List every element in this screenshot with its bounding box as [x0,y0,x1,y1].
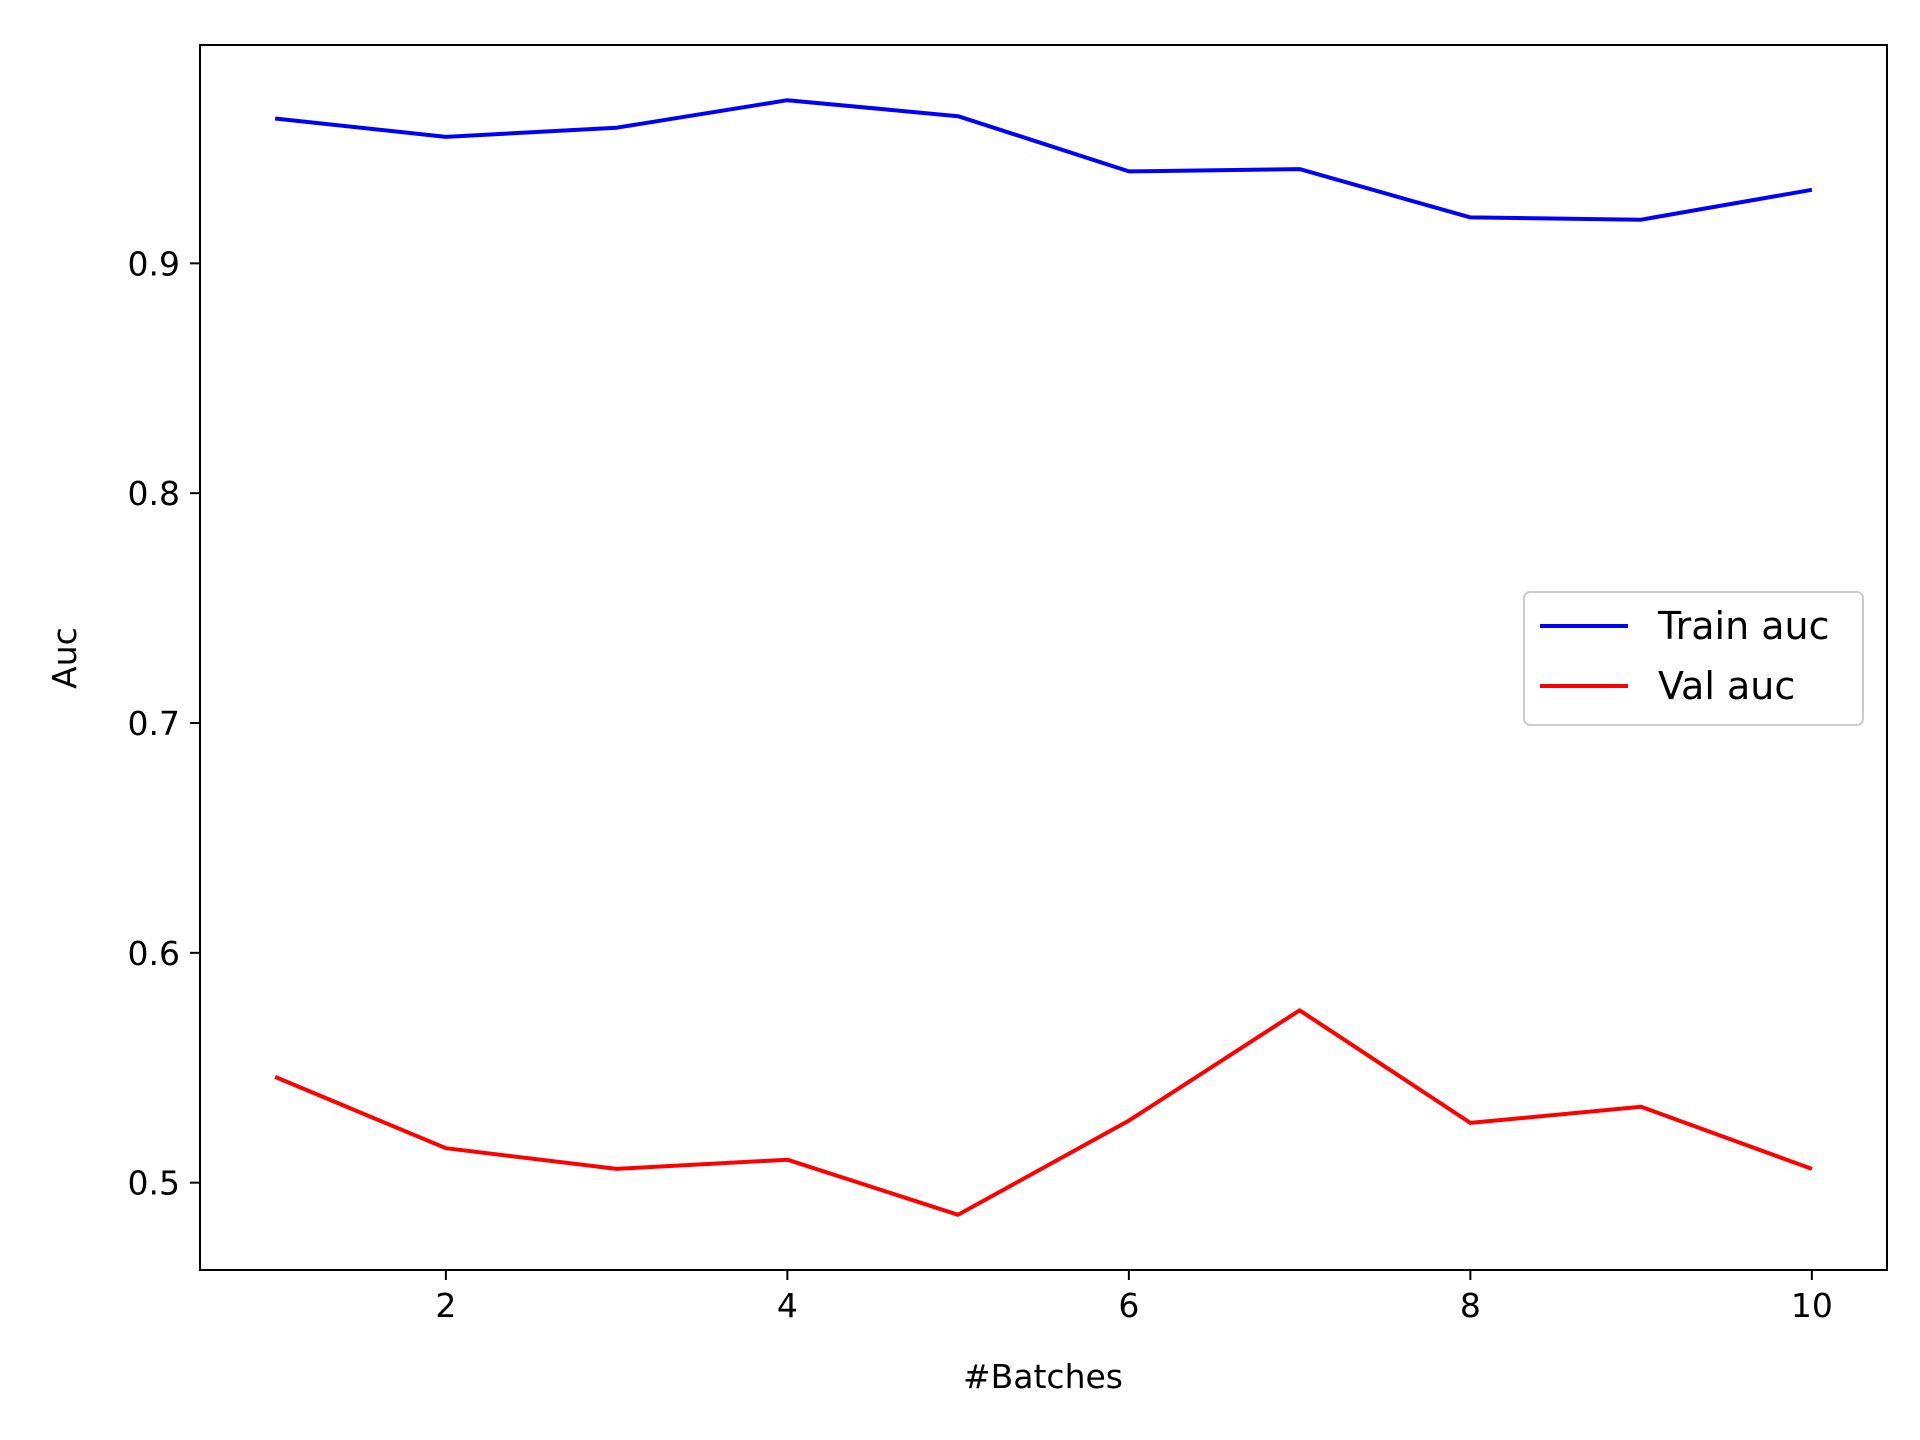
y-tick-label: 0.8 [128,474,180,513]
y-tick-label: 0.7 [128,704,180,743]
series-line-val-auc [274,1008,1813,1217]
x-tick-label: 6 [1118,1286,1139,1325]
y-tick-label: 0.6 [128,934,180,973]
x-tick-label: 8 [1460,1286,1481,1325]
x-tick-label: 10 [1791,1286,1833,1325]
plot-frame [199,44,1888,1271]
x-axis-label: #Batches [963,1357,1123,1396]
x-axis: 2 4 6 8 10 [435,1270,1833,1325]
legend-label-val-auc: Val auc [1658,664,1795,708]
legend: Train auc Val auc [1523,591,1864,726]
y-tick-label: 0.9 [128,244,180,283]
x-tick-label: 4 [777,1286,798,1325]
legend-label-train-auc: Train auc [1657,604,1830,648]
y-axis-label: Auc [45,627,84,689]
plot-area [274,98,1813,1217]
y-axis: 0.5 0.6 0.7 0.8 0.9 [128,244,200,1203]
series-line-train-auc [274,98,1813,222]
x-tick-label: 2 [435,1286,456,1325]
y-tick-label: 0.5 [128,1164,180,1203]
